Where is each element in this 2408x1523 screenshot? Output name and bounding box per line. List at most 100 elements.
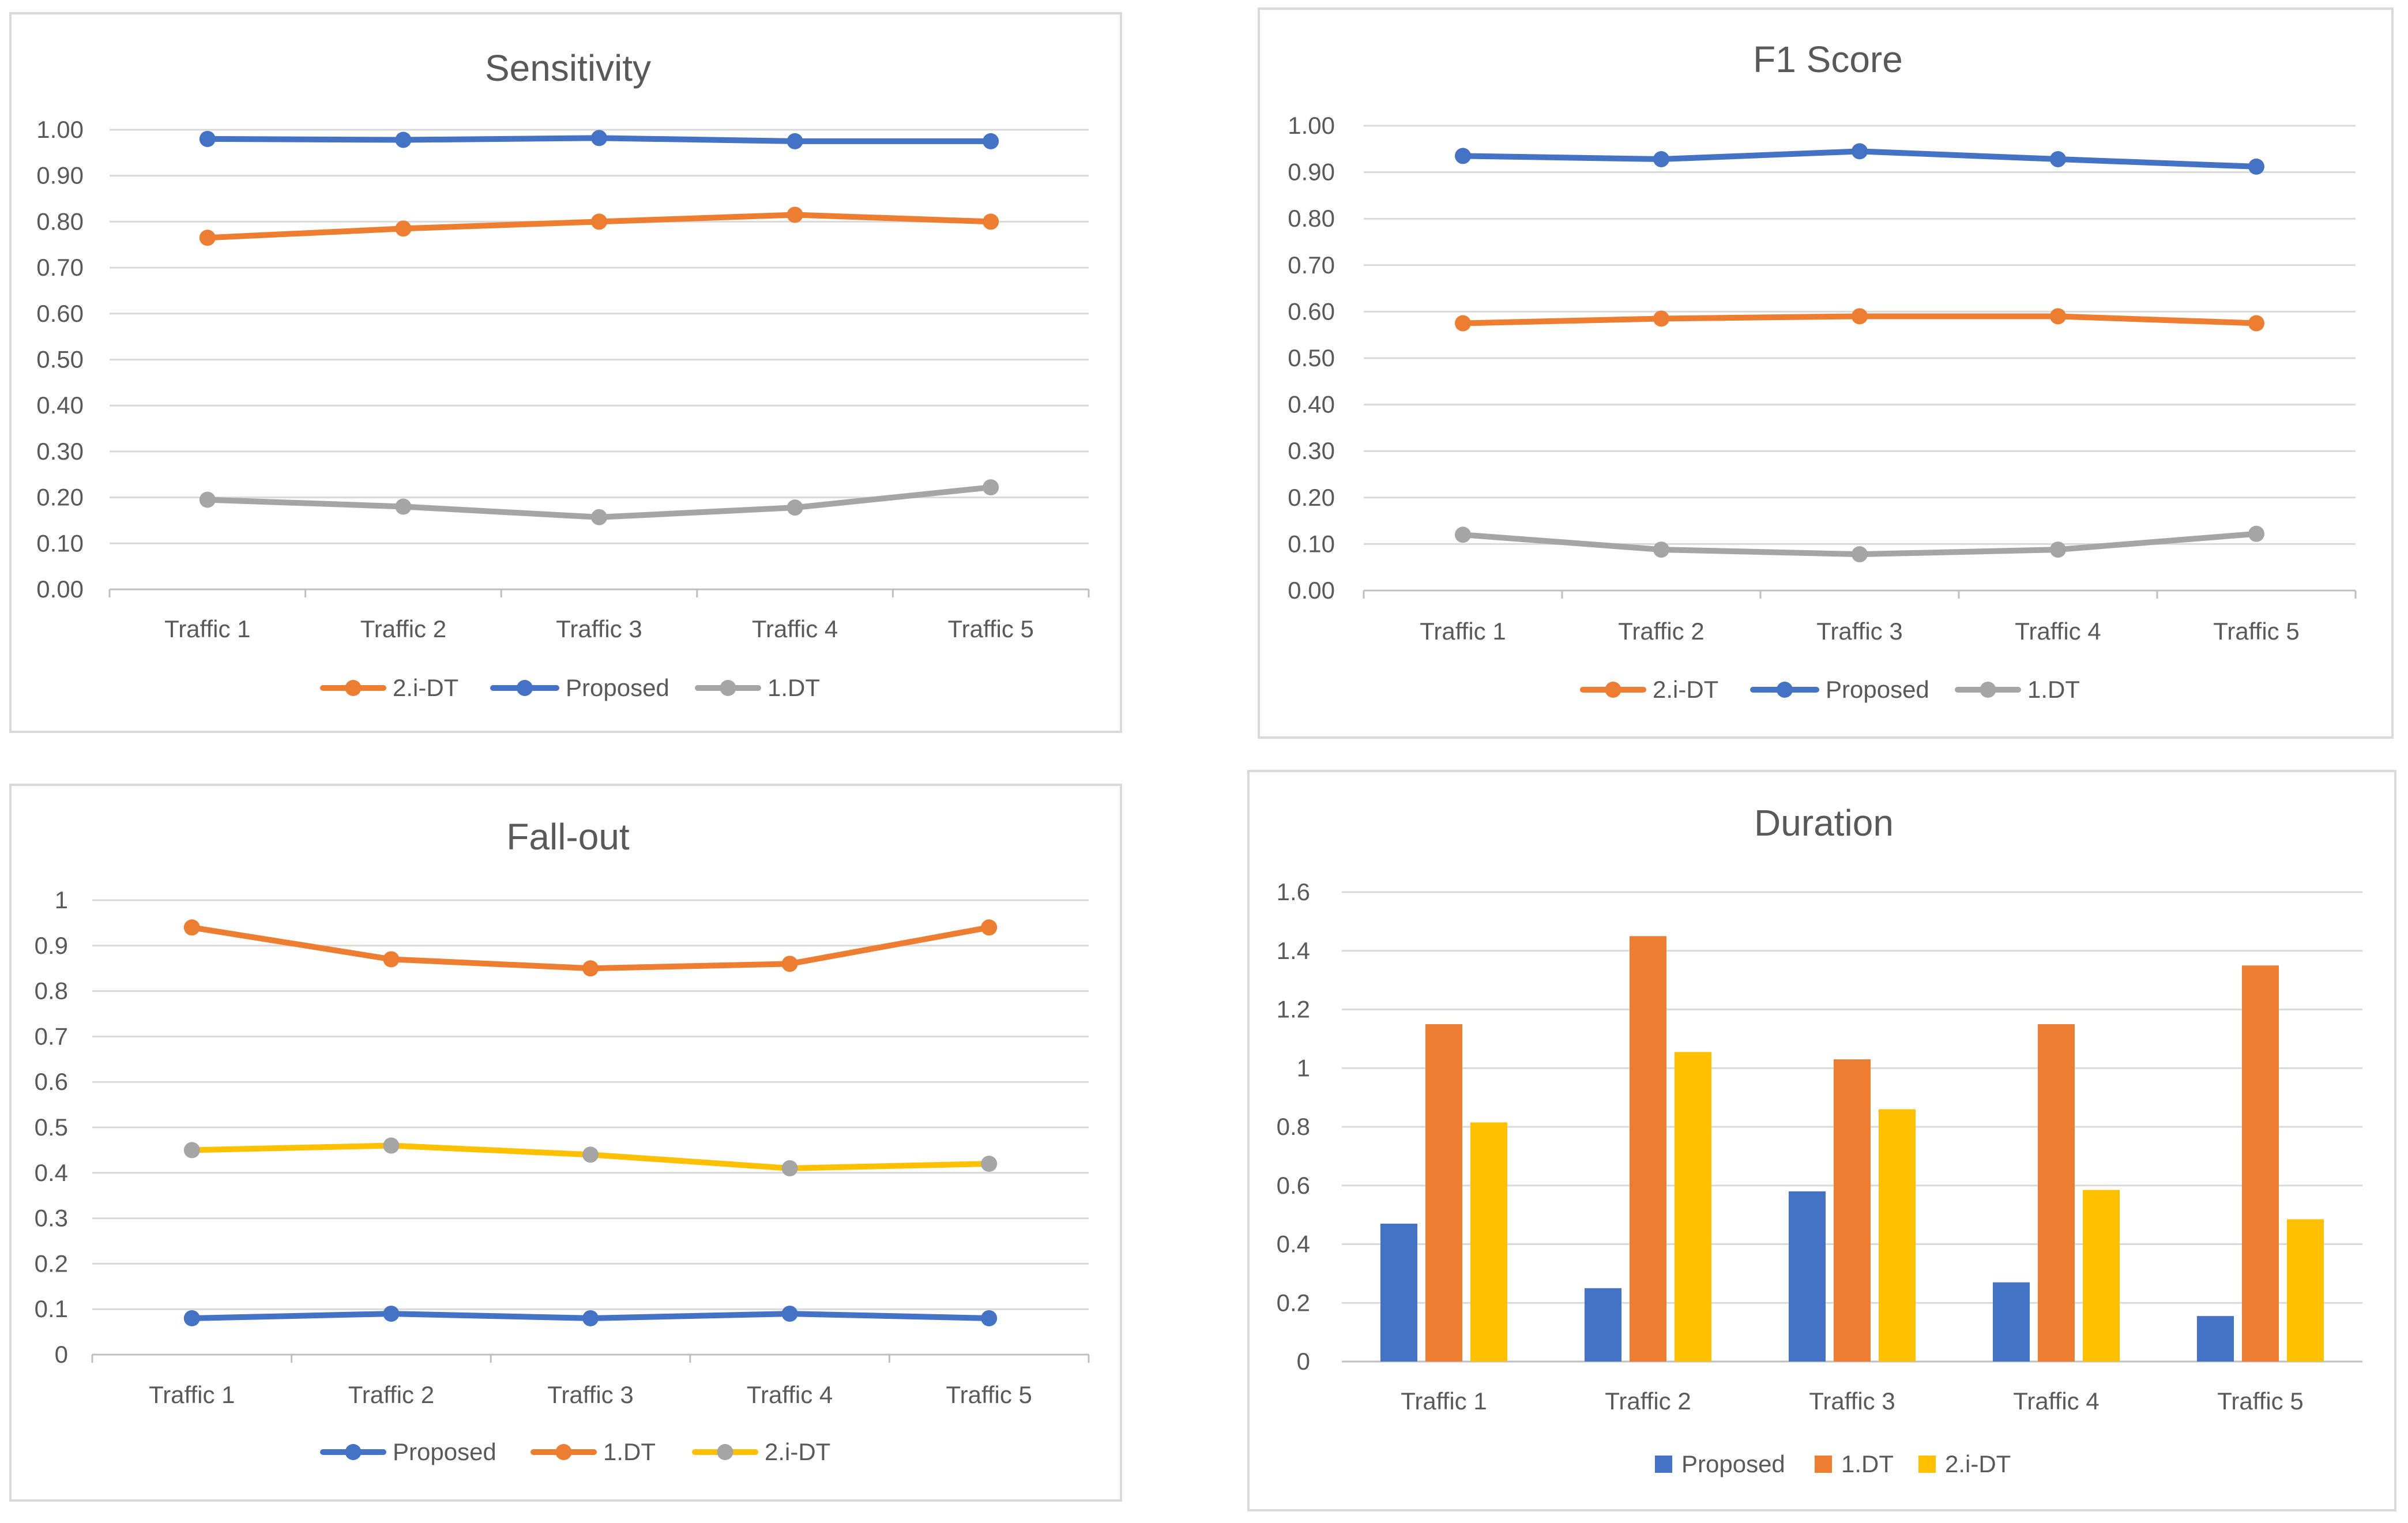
legend-swatch [1918,1456,1936,1473]
y-tick-label: 0.2 [35,1250,68,1277]
data-point [787,499,803,516]
y-tick-label: 0.90 [36,162,84,189]
y-tick-label: 0.70 [36,254,84,281]
bar [2242,965,2279,1362]
y-tick-label: 0.30 [36,438,84,465]
bar [1585,1288,1621,1362]
y-tick-label: 1.00 [36,116,84,143]
data-point [983,213,999,230]
sensitivity-chart-panel: Sensitivity 0.00 0.10 0.20 0.30 0.40 0.50 0.60 0… [9,12,1122,733]
data-point [199,230,216,246]
x-tick-label: Traffic 5 [2213,618,2299,645]
legend-label: Proposed [566,674,669,701]
bar [1789,1191,1826,1362]
y-tick-label: 0.6 [1277,1172,1310,1199]
y-tick-label: 0.40 [1288,391,1335,418]
y-tick-label: 0.8 [35,977,68,1005]
y-tick-label: 0.70 [1288,251,1335,279]
x-tick-label: Traffic 4 [2015,618,2101,645]
data-point [1455,148,1471,164]
data-point [183,1142,200,1159]
data-point [591,213,607,230]
data-point [183,1310,200,1326]
data-point [981,919,998,936]
data-point [981,1156,998,1172]
y-tick-label: 0.20 [36,484,84,511]
y-tick-label: 1.2 [1277,996,1310,1023]
legend-marker [517,680,533,696]
y-tick-label: 0.7 [35,1022,68,1050]
data-point [787,206,803,223]
y-tick-label: 0.4 [35,1159,68,1186]
y-tick-label: 0.4 [1277,1231,1310,1258]
fallout-chart-panel: Fall-out 0 0.1 0.2 0.3 0.4 0.5 0.6 0.7 0.8 0.9 1 Tra… [9,784,1122,1502]
data-point [1852,308,1868,325]
legend-marker [1777,682,1793,698]
bar [1380,1223,1417,1362]
y-tick-label: 0.60 [36,300,84,327]
data-point [1852,546,1868,563]
data-point [183,919,200,936]
data-point [981,1310,998,1326]
bar [1879,1109,1916,1362]
y-tick-label: 0.80 [36,208,84,235]
data-point [395,220,412,237]
y-tick-label: 0.40 [36,392,84,419]
data-point [781,1160,798,1176]
data-point [2050,151,2066,168]
bar [1425,1024,1462,1362]
y-tick-label: 0.80 [1288,205,1335,232]
data-point [582,960,599,977]
data-point [781,956,798,972]
f1-score-chart: F1 Score 0.00 0.10 0.20 0.30 0.40 0.50 0.60 0.70… [1288,39,2357,703]
data-point [1455,315,1471,332]
data-point [2050,308,2066,325]
x-tick-label: Traffic 3 [1809,1387,1895,1415]
legend-label: Proposed [1826,676,1929,703]
legend-marker [555,1444,572,1460]
legend-label: 1.DT [603,1438,656,1465]
data-point [383,1306,400,1322]
legend-marker [1605,682,1621,698]
y-tick-label: 0 [55,1341,68,1368]
chart-title: F1 Score [1753,39,1903,80]
data-point [2050,541,2066,558]
data-point [1455,527,1471,543]
legend-label: 2.i-DT [393,674,458,701]
legend-swatch [1815,1456,1832,1473]
bar [2287,1219,2324,1362]
data-point [2248,315,2264,332]
y-tick-label: 0.30 [1288,437,1335,464]
x-tick-label: Traffic 1 [1420,618,1506,645]
x-tick-label: Traffic 3 [556,615,642,642]
x-tick-label: Traffic 2 [1618,618,1704,645]
bar [1993,1282,2030,1362]
bar [1470,1122,1507,1362]
bar [1675,1052,1711,1362]
data-point [582,1310,599,1326]
data-point [199,130,216,147]
legend-marker [717,1444,733,1460]
x-tick-label: Traffic 3 [1816,618,1902,645]
data-point [591,130,607,146]
legend-label: 1.DT [2027,676,2080,703]
data-point [1653,151,1669,168]
y-tick-label: 0.3 [35,1205,68,1232]
x-tick-label: Traffic 1 [164,615,250,642]
data-point [395,498,412,515]
y-tick-label: 0.50 [36,346,84,373]
legend-label: 2.i-DT [765,1438,830,1465]
legend-label: 1.DT [1841,1450,1894,1477]
x-tick-label: Traffic 5 [948,615,1034,642]
data-point [395,131,412,148]
y-tick-label: 1 [55,886,68,913]
y-tick-label: 0.9 [35,932,68,959]
bar [1834,1059,1871,1362]
data-point [1653,310,1669,327]
y-tick-label: 0.1 [35,1295,68,1322]
y-tick-label: 0 [1297,1348,1310,1375]
data-point [383,951,400,968]
y-tick-label: 0.90 [1288,159,1335,186]
x-tick-label: Traffic 4 [752,615,838,642]
x-tick-label: Traffic 2 [1605,1387,1691,1415]
